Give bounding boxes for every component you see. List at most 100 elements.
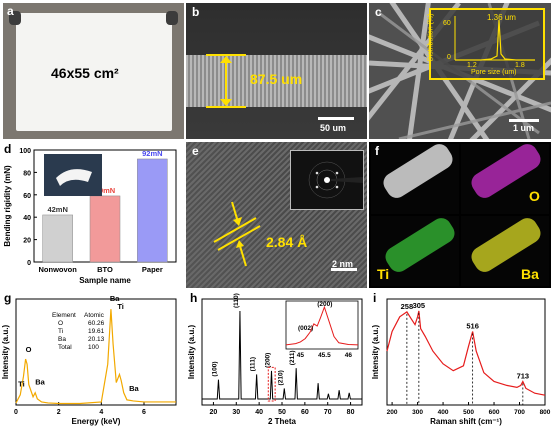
panel-f-eds-maps: O Ti Ba f — [369, 142, 551, 288]
raman-spectrum-line — [386, 310, 546, 396]
y-tick-label: 100 — [19, 148, 31, 155]
inset-xtick-2: 1.8 — [515, 62, 525, 69]
peak-label: 305 — [413, 301, 426, 310]
hand-right — [166, 11, 178, 25]
y-axis-label: Bending rigidity (mN) — [3, 165, 12, 247]
folded-paper-sample — [56, 169, 92, 186]
peak-label: (200) — [264, 353, 271, 368]
x-tick-label: 40 — [255, 409, 263, 416]
panel-letter-a: a — [7, 4, 14, 18]
paper-photo-inset — [44, 154, 102, 196]
scale-bar-label: 1 um — [513, 123, 535, 133]
scale-bar — [318, 117, 354, 120]
peak-label: (210) — [277, 370, 284, 385]
y-tick-label: 0 — [27, 260, 31, 267]
x-tick-label: 700 — [514, 409, 525, 416]
bar-value-label: 92mN — [142, 149, 162, 158]
inset-x-tick-label: 45.5 — [318, 352, 331, 359]
panel-letter-i: i — [373, 291, 377, 305]
bending-rigidity-chart: 0 20 40 60 80 100 Bending rigidity (mN) 42mN Non… — [3, 148, 177, 285]
bar-value-label: 42mN — [47, 205, 67, 214]
hand-left — [9, 11, 21, 25]
panel-c-sem: c 1.36 um 60 0 1.2 1.8 Pore size (um) Di… — [369, 3, 551, 139]
peak-label: (100) — [211, 361, 218, 376]
peak-label: 258 — [401, 302, 414, 311]
x-tick-label: 50 — [278, 409, 286, 416]
scale-bar — [509, 119, 539, 122]
x-tick-label: 500 — [463, 409, 474, 416]
y-tick-label: 60 — [23, 193, 31, 200]
peak-label: (111) — [250, 357, 257, 371]
xrd-pattern-chart: 20 30 40 50 60 70 80 2 Theta Intensity (a.u.) (10… — [187, 293, 363, 426]
scale-bar-label: 50 um — [320, 123, 347, 133]
table-cell: 19.61 — [88, 328, 105, 335]
sheet-size-label: 46x55 cm² — [51, 65, 119, 81]
peak-label: 516 — [466, 322, 479, 331]
eds-spectrum-line — [15, 309, 176, 405]
table-cell: Ti — [58, 328, 63, 335]
panel-letter-b: b — [192, 5, 200, 19]
x-tick-label: 6 — [142, 409, 146, 416]
peak-label: Ti — [117, 302, 124, 311]
panel-a-photo: a 46x55 cm² — [3, 3, 184, 139]
zoom-region-box — [267, 366, 276, 402]
x-tick-label: 60 — [301, 409, 309, 416]
y-axis-label: Intensity (a.u.) — [187, 325, 196, 380]
eds-map-o: O — [461, 142, 549, 214]
panel-g-chart: g 0 2 4 6 Energy (keV) Intensity (a.u.) O Ti Ba B… — [0, 291, 184, 428]
inset-ytick-60: 60 — [443, 20, 451, 27]
peak-label: 713 — [517, 371, 530, 380]
y-tick-label: 40 — [23, 215, 31, 222]
table-cell: O — [58, 320, 63, 327]
peak-label: Ba — [110, 294, 120, 303]
table-header: Element — [52, 312, 76, 319]
scale-bar — [331, 268, 357, 271]
paper-sheet — [16, 13, 172, 131]
bar-nonwovon — [42, 214, 73, 263]
x-tick-label: 400 — [438, 409, 449, 416]
x-tick-label: 30 — [232, 409, 240, 416]
thickness-arrow — [206, 54, 246, 108]
panel-letter-c: c — [375, 5, 382, 19]
x-tick-label: 20 — [210, 409, 218, 416]
eds-map-sem — [371, 142, 459, 214]
plot-frame — [15, 298, 177, 406]
panel-letter-g: g — [4, 291, 12, 305]
map-label-ti: Ti — [377, 266, 390, 282]
inset-x-tick-label: 46 — [345, 352, 353, 359]
lattice-marker — [213, 201, 261, 267]
inset-ylabel: Distribution (%) — [427, 13, 435, 62]
raman-spectrum-chart: 200 300 400 500 600 700 800 Raman shift (cm⁻¹) I… — [371, 298, 551, 426]
inset-peak-label: 1.36 um — [487, 13, 516, 22]
x-tick-label: 4 — [99, 409, 103, 416]
x-tick-label: BTO — [97, 265, 113, 274]
inset-xlabel: Pore size (um) — [471, 69, 517, 76]
xrd-inset-frame — [285, 300, 359, 350]
inset-peak-label: (200) — [317, 301, 332, 308]
d-spacing-label: 2.84 Å — [266, 234, 308, 250]
inset-peak-label: (002) — [298, 325, 313, 332]
x-tick-label: 2 — [57, 409, 61, 416]
panel-letter-d: d — [4, 142, 12, 156]
eds-map-ba: Ba — [461, 214, 549, 286]
panel-letter-f: f — [375, 144, 379, 158]
x-axis-label: Raman shift (cm⁻¹) — [430, 417, 502, 426]
plot-frame — [386, 298, 546, 406]
y-axis-label: Intensity (a.u.) — [371, 325, 380, 380]
scale-bar-label: 2 nm — [332, 259, 354, 269]
table-cell: Ba — [58, 336, 66, 343]
panel-b-sem: b 87.5 um 50 um — [186, 3, 367, 139]
saed-inset — [290, 150, 364, 210]
peak-label: O — [26, 345, 32, 354]
x-tick-label: 800 — [540, 409, 551, 416]
inset-xtick-1: 1.2 — [467, 62, 477, 69]
panel-h-chart: h 20 30 40 50 60 70 80 2 Theta Intensity (a.u.) (… — [186, 291, 367, 428]
inset-x-tick-label: 45 — [297, 352, 305, 359]
x-axis-label: Energy (keV) — [72, 417, 121, 426]
panel-e-tem: e 2.84 Å 2 nm — [186, 142, 367, 288]
table-cell: 20.13 — [88, 336, 105, 343]
thickness-label: 87.5 um — [250, 71, 303, 87]
eds-map-ti: Ti — [371, 214, 459, 286]
peak-label: (211) — [289, 350, 296, 365]
